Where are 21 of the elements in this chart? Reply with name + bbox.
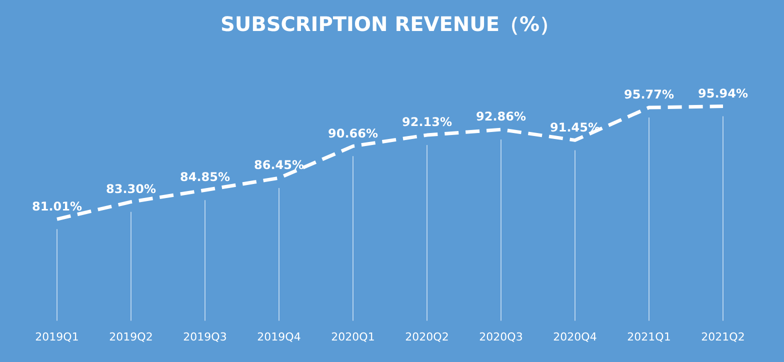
data-label: 90.66% — [328, 126, 378, 140]
x-tick-label: 2019Q3 — [183, 330, 227, 344]
x-tick-label: 2021Q1 — [627, 330, 671, 344]
data-label: 95.94% — [698, 86, 748, 100]
x-tick-label: 2019Q4 — [257, 330, 301, 344]
data-label: 91.45% — [550, 120, 600, 134]
data-label: 86.45% — [254, 158, 304, 172]
x-tick-label: 2020Q1 — [331, 330, 375, 344]
data-label: 95.77% — [624, 88, 674, 102]
x-tick-label: 2019Q1 — [35, 330, 79, 344]
x-tick-label: 2020Q2 — [405, 330, 449, 344]
data-label: 81.01% — [32, 199, 82, 214]
x-tick-label: 2021Q2 — [701, 330, 745, 344]
x-tick-label: 2020Q3 — [479, 330, 523, 344]
data-label: 92.13% — [402, 115, 452, 130]
data-label: 92.86% — [476, 110, 526, 124]
chart-title: SUBSCRIPTION REVENUE（%） — [220, 12, 560, 36]
data-label: 84.85% — [180, 170, 230, 184]
x-tick-label: 2019Q2 — [109, 330, 153, 344]
x-tick-label: 2020Q4 — [553, 330, 597, 344]
data-label: 83.30% — [106, 182, 156, 196]
